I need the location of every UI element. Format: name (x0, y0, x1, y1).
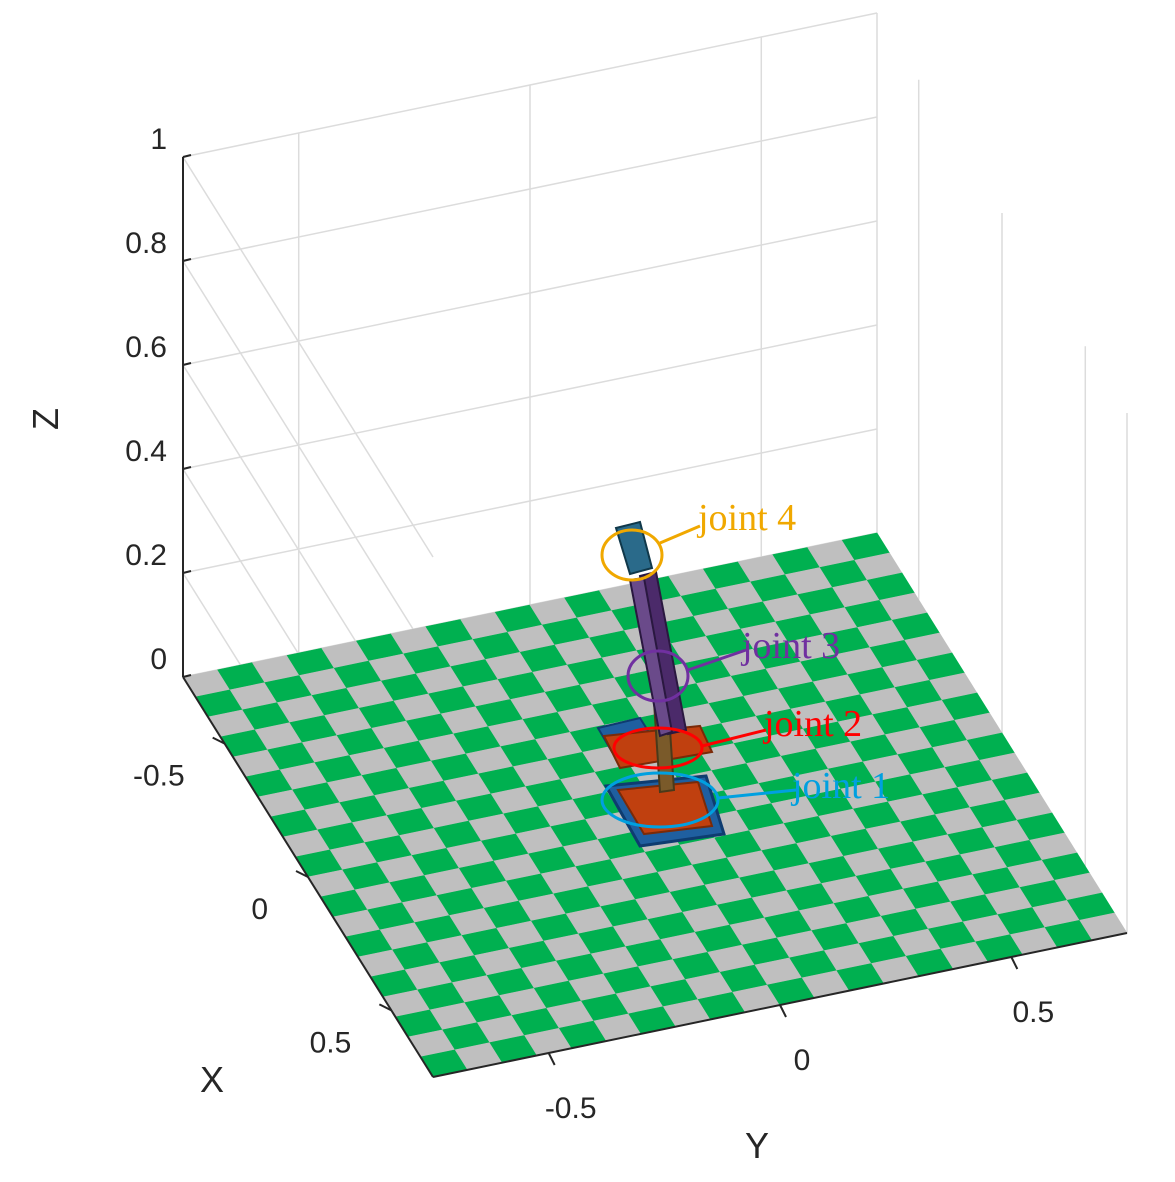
axis-labels: X Y Z (25, 408, 769, 1166)
joint-leader (701, 728, 767, 748)
joint-label: joint 4 (696, 497, 796, 539)
x-tick-label: -0.5 (133, 760, 185, 793)
z-tick-mark (182, 674, 192, 678)
y-axis-label: Y (745, 1125, 769, 1166)
joint-label: joint 1 (790, 765, 890, 807)
x-tick-mark (212, 736, 226, 745)
tick-labels: 0 0.2 0.4 0.6 0.8 1 -0.5 0 0.5 -0.5 0 0.5 (125, 123, 1054, 1125)
y-tick-mark (1010, 956, 1019, 970)
z-tick-mark (182, 154, 192, 158)
joint-annotations: joint 4 joint 3 joint 2 joint 1 (600, 497, 890, 829)
joint-ring (612, 726, 704, 770)
joint-label: joint 3 (740, 625, 840, 667)
x-tick-label: 0.5 (310, 1026, 352, 1059)
y-tick-mark (547, 1052, 556, 1066)
joint-leader (687, 648, 747, 672)
z-tick-mark (182, 466, 192, 470)
x-tick-label: 0 (251, 893, 268, 926)
x-tick-mark (378, 1003, 392, 1012)
z-tick-label: 0.2 (125, 539, 167, 572)
y-tick-label: -0.5 (545, 1092, 597, 1125)
joint-label: joint 2 (762, 703, 862, 745)
joint-ring (600, 771, 720, 829)
z-tick-label: 0.6 (125, 331, 167, 364)
x-tick-mark (295, 870, 309, 878)
y-tick-label: 0.5 (1012, 996, 1054, 1029)
y-tick-mark (779, 1004, 787, 1018)
z-tick-mark (182, 570, 192, 574)
z-axis-label: Z (25, 408, 66, 430)
z-tick-label: 1 (150, 123, 167, 156)
joint-ring (626, 649, 690, 703)
joint-ring (600, 528, 664, 582)
joint-leader (717, 788, 797, 800)
joint-leader (659, 524, 701, 545)
y-tick-label: 0 (794, 1044, 811, 1077)
x-axis-label: X (200, 1059, 224, 1100)
z-tick-mark (182, 362, 192, 366)
axis-lines (182, 154, 1128, 1078)
z-tick-label: 0 (150, 643, 167, 676)
robot-gripper (614, 520, 654, 576)
z-tick-mark (182, 258, 192, 262)
z-tick-label: 0.8 (125, 227, 167, 260)
z-tick-label: 0.4 (125, 435, 167, 468)
